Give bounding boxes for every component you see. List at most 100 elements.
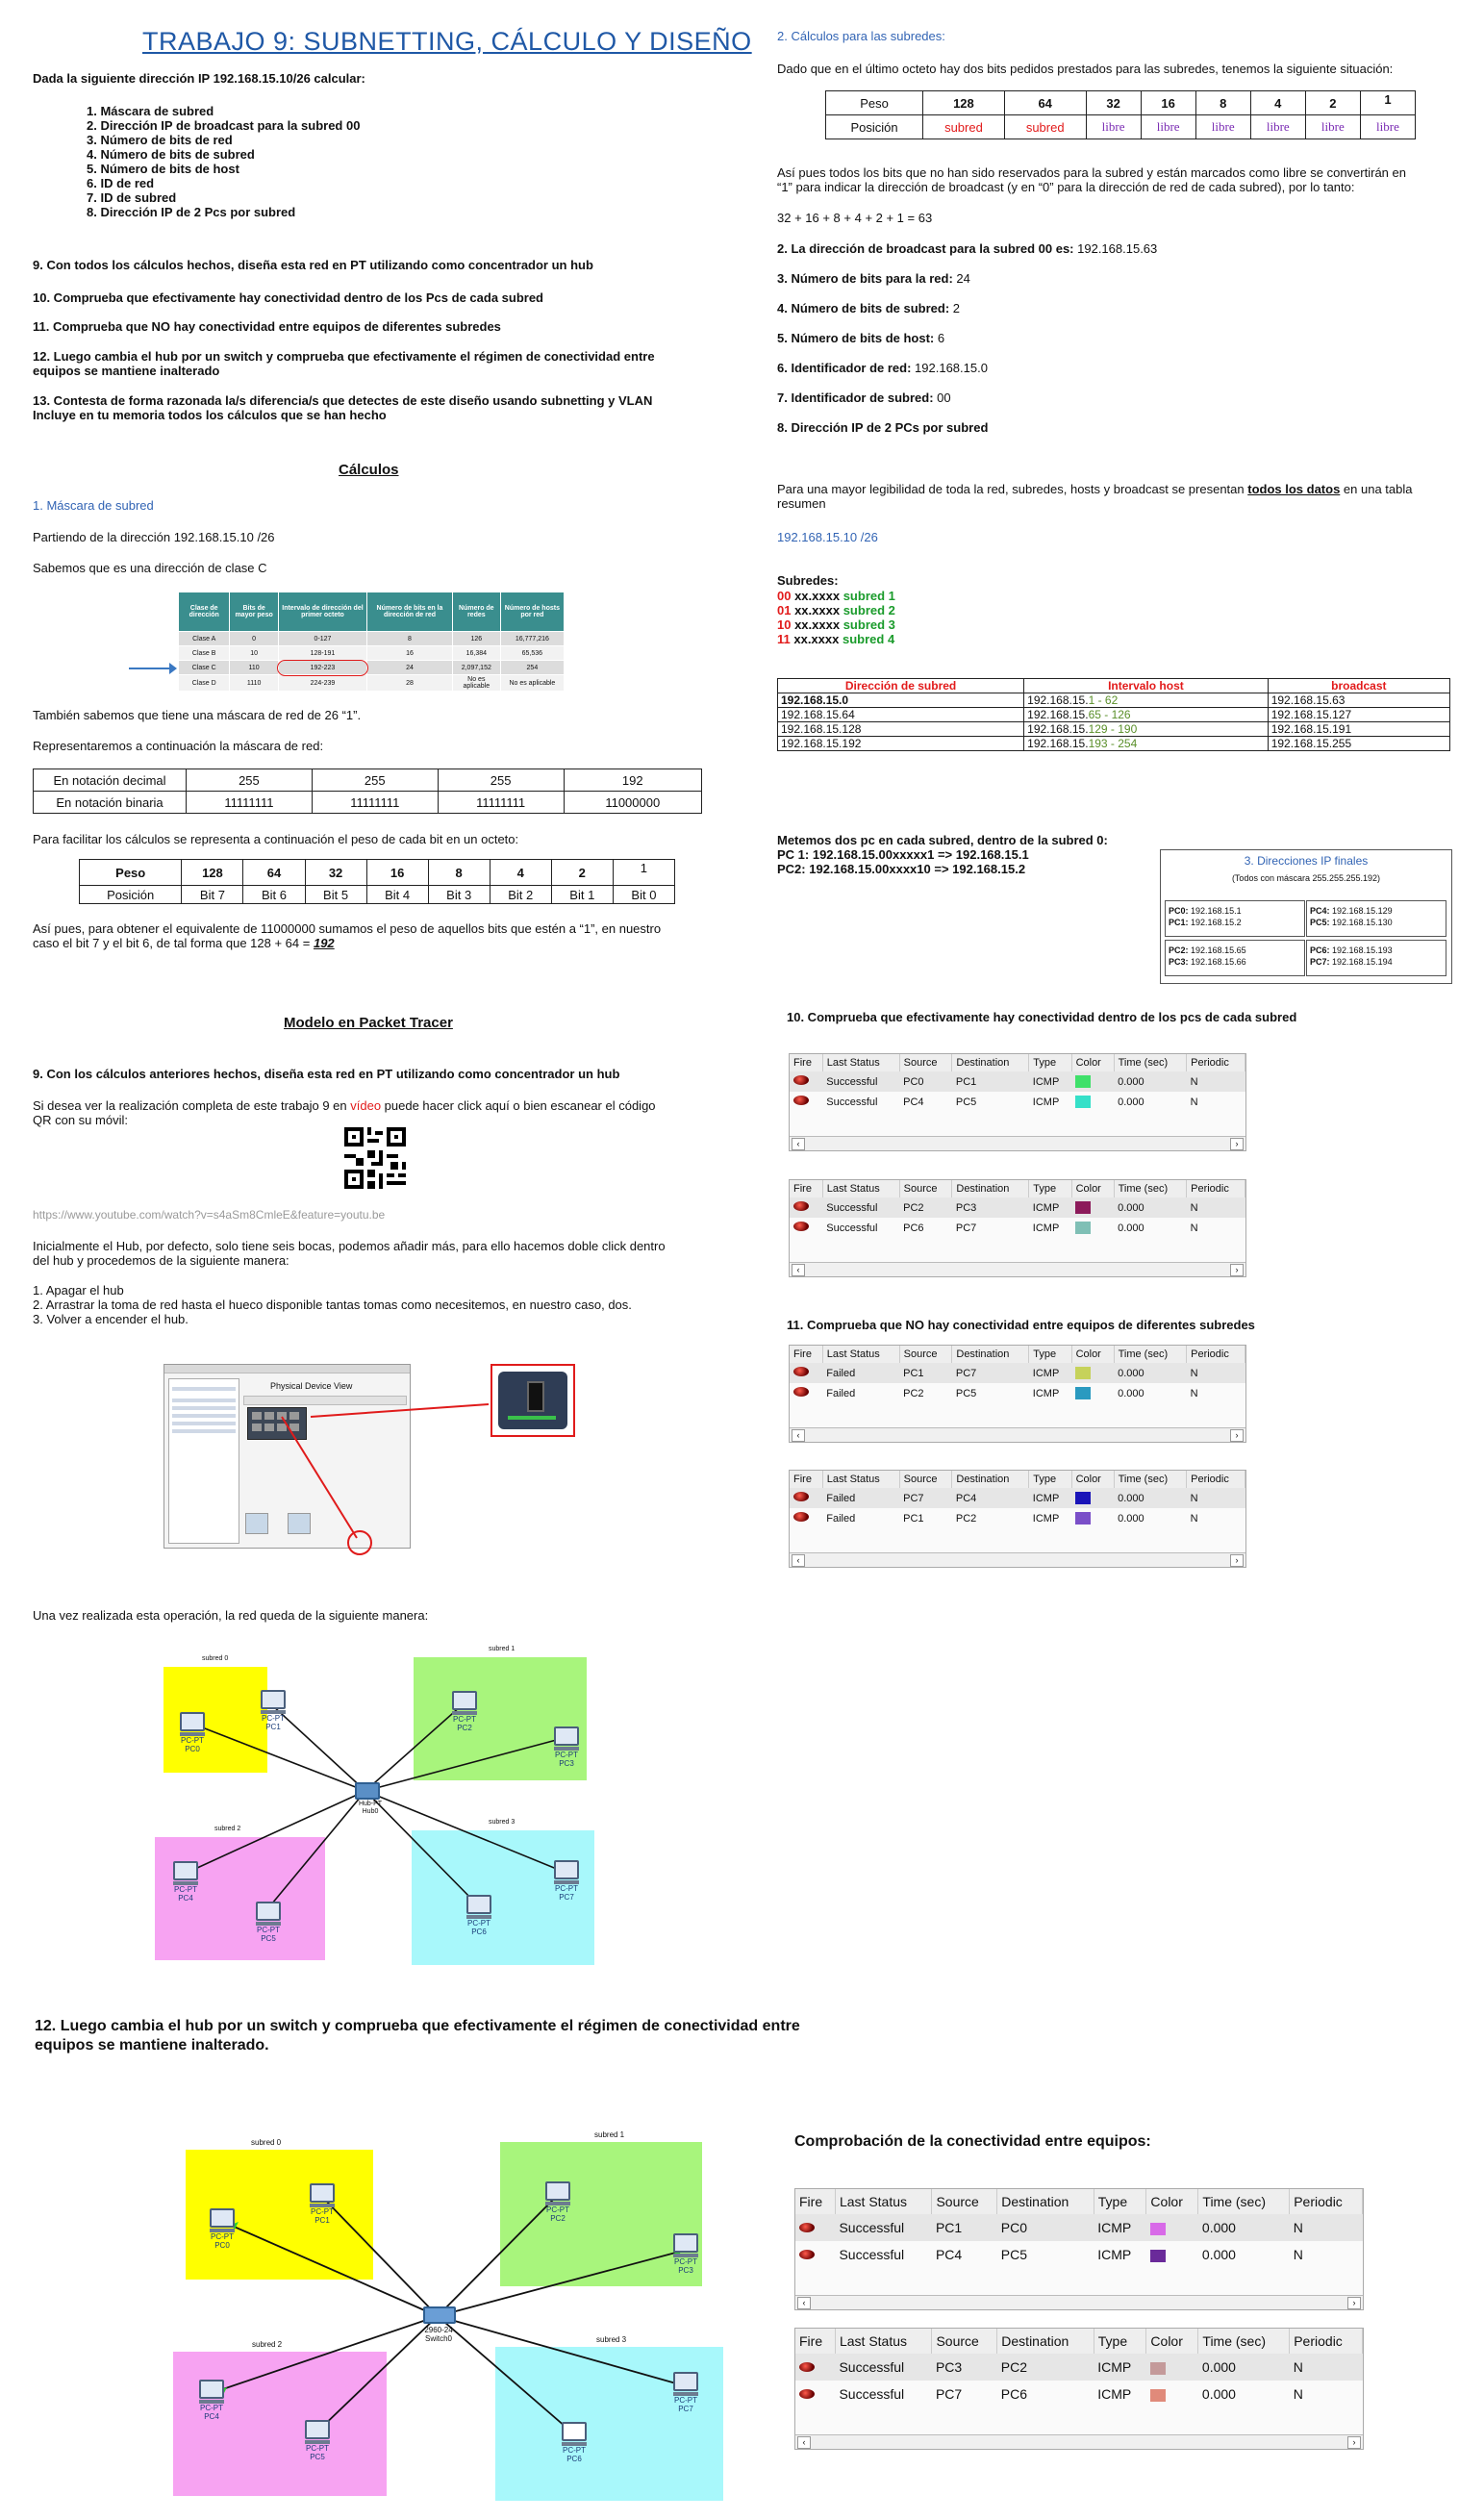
sim-row[interactable]: Successful PC2 PC3 ICMP 0.000 N	[790, 1197, 1245, 1218]
fire-cell[interactable]	[795, 2214, 835, 2241]
sim-header-cell[interactable]: Time (sec)	[1197, 2329, 1291, 2354]
sim-header-cell[interactable]: Destination	[951, 1471, 1030, 1488]
sim-header-cell[interactable]: Color	[1071, 1054, 1115, 1071]
sim-header-cell[interactable]: Color	[1071, 1471, 1115, 1488]
pc7-icon-sw[interactable]: PC-PT PC7	[673, 2372, 698, 2413]
sim-header-cell[interactable]: Time (sec)	[1114, 1180, 1188, 1197]
fire-icon[interactable]	[799, 2362, 815, 2372]
sim-header-cell[interactable]: Fire	[790, 1346, 823, 1363]
sim-panel-2[interactable]: Fire Last Status Source Destination Type Colo…	[789, 1179, 1246, 1277]
horizontal-scrollbar[interactable]: ‹ ›	[795, 2434, 1363, 2449]
sim-header-cell[interactable]: Last Status	[822, 1054, 900, 1071]
video-url[interactable]: https://www.youtube.com/watch?v=s4aSm8Cm…	[33, 1208, 386, 1222]
sim-header-cell[interactable]: Source	[899, 1054, 953, 1071]
sim-header-cell[interactable]: Periodic	[1186, 1346, 1245, 1363]
sim-header-cell[interactable]: Destination	[951, 1180, 1030, 1197]
pc7-icon[interactable]: PC-PT PC7	[554, 1860, 579, 1902]
sim-header-cell[interactable]: Fire	[790, 1054, 823, 1071]
sim-header-cell[interactable]: Destination	[951, 1346, 1030, 1363]
sim-header-cell[interactable]: Source	[931, 2329, 998, 2354]
pc4-icon[interactable]: PC-PT PC4	[173, 1861, 198, 1903]
sim-header-cell[interactable]: Fire	[790, 1471, 823, 1488]
qr-code-icon[interactable]	[344, 1127, 406, 1189]
hub-panel[interactable]	[247, 1407, 307, 1440]
fire-cell[interactable]	[795, 2381, 835, 2407]
sim-header-cell[interactable]: Last Status	[822, 1471, 900, 1488]
sim-header-cell[interactable]: Destination	[996, 2189, 1094, 2214]
pc5-icon[interactable]: PC-PT PC5	[256, 1902, 281, 1943]
scroll-left-icon[interactable]: ‹	[792, 1429, 805, 1442]
sim-header-cell[interactable]: Type	[1094, 2189, 1147, 2214]
sim-row[interactable]: Successful PC0 PC1 ICMP 0.000 N	[790, 1071, 1245, 1092]
fire-icon[interactable]	[793, 1201, 809, 1211]
pc6-icon-sw[interactable]: PC-PT PC6	[562, 2422, 587, 2463]
fire-cell[interactable]	[790, 1488, 822, 1508]
fire-cell[interactable]	[790, 1218, 822, 1238]
scroll-left-icon[interactable]: ‹	[792, 1264, 805, 1276]
sim-header-cell[interactable]: Type	[1028, 1054, 1072, 1071]
sim-header-cell[interactable]: Time (sec)	[1114, 1471, 1188, 1488]
fire-icon[interactable]	[793, 1492, 809, 1501]
sim-header-cell[interactable]: Periodic	[1289, 2329, 1363, 2354]
pc2-icon[interactable]: PC-PT PC2	[452, 1691, 477, 1732]
sim-header-cell[interactable]: Destination	[951, 1054, 1030, 1071]
fire-icon[interactable]	[793, 1096, 809, 1105]
sim-panel-6[interactable]: Fire Last Status Source Destination Type Colo…	[794, 2328, 1364, 2450]
sim-header-cell[interactable]: Source	[899, 1180, 953, 1197]
sim-header-cell[interactable]: Time (sec)	[1197, 2189, 1291, 2214]
sim-header-cell[interactable]: Time (sec)	[1114, 1054, 1188, 1071]
sim-header-cell[interactable]: Fire	[795, 2189, 836, 2214]
horizontal-scrollbar[interactable]: ‹ ›	[790, 1136, 1245, 1150]
sim-row[interactable]: Failed PC7 PC4 ICMP 0.000 N	[790, 1488, 1245, 1508]
sim-row[interactable]: Successful PC7 PC6 ICMP 0.000 N	[795, 2381, 1363, 2407]
sim-row[interactable]: Successful PC6 PC7 ICMP 0.000 N	[790, 1218, 1245, 1238]
sim-header-cell[interactable]: Type	[1028, 1180, 1072, 1197]
fire-icon[interactable]	[793, 1512, 809, 1522]
sim-row[interactable]: Failed PC1 PC7 ICMP 0.000 N	[790, 1363, 1245, 1383]
pc4-icon-sw[interactable]: PC-PT PC4	[199, 2380, 224, 2421]
sim-row[interactable]: Failed PC2 PC5 ICMP 0.000 N	[790, 1383, 1245, 1403]
sim-row[interactable]: Successful PC4 PC5 ICMP 0.000 N	[790, 1092, 1245, 1112]
pc1-icon-sw[interactable]: PC-PT PC1	[310, 2183, 335, 2225]
sim-header-cell[interactable]: Last Status	[835, 2329, 933, 2354]
scroll-right-icon[interactable]: ›	[1230, 1554, 1244, 1567]
pc5-icon-sw[interactable]: PC-PT PC5	[305, 2420, 330, 2461]
sim-header-cell[interactable]: Color	[1145, 2189, 1199, 2214]
scroll-right-icon[interactable]: ›	[1230, 1264, 1244, 1276]
sim-panel-4[interactable]: Fire Last Status Source Destination Type Colo…	[789, 1470, 1246, 1568]
sim-header-cell[interactable]: Color	[1145, 2329, 1199, 2354]
sim-row[interactable]: Successful PC4 PC5 ICMP 0.000 N	[795, 2241, 1363, 2268]
sim-header-cell[interactable]: Last Status	[822, 1180, 900, 1197]
sim-header-cell[interactable]: Source	[899, 1471, 953, 1488]
sim-header-cell[interactable]: Destination	[996, 2329, 1094, 2354]
fire-icon[interactable]	[793, 1222, 809, 1231]
sim-header-cell[interactable]: Periodic	[1186, 1471, 1245, 1488]
scroll-right-icon[interactable]: ›	[1230, 1138, 1244, 1150]
scroll-right-icon[interactable]: ›	[1347, 2436, 1361, 2449]
fire-icon[interactable]	[793, 1387, 809, 1397]
fire-cell[interactable]	[790, 1071, 822, 1092]
pc3-icon-sw[interactable]: PC-PT PC3	[673, 2233, 698, 2275]
horizontal-scrollbar[interactable]: ‹ ›	[790, 1552, 1245, 1567]
fire-cell[interactable]	[790, 1197, 822, 1218]
sim-row[interactable]: Failed PC1 PC2 ICMP 0.000 N	[790, 1508, 1245, 1528]
fire-cell[interactable]	[790, 1092, 822, 1112]
pc6-icon[interactable]: PC-PT PC6	[466, 1895, 491, 1936]
hub0-device[interactable]	[355, 1782, 380, 1800]
fire-icon[interactable]	[799, 2389, 815, 2399]
sim-header-cell[interactable]: Type	[1028, 1346, 1072, 1363]
scroll-right-icon[interactable]: ›	[1230, 1429, 1244, 1442]
fire-icon[interactable]	[793, 1367, 809, 1376]
sim-header-cell[interactable]: Last Status	[822, 1346, 900, 1363]
sim-panel-5[interactable]: Fire Last Status Source Destination Type Colo…	[794, 2188, 1364, 2310]
fire-icon[interactable]	[793, 1075, 809, 1085]
sim-header-cell[interactable]: Source	[931, 2189, 998, 2214]
fire-cell[interactable]	[795, 2241, 835, 2268]
fire-cell[interactable]	[795, 2354, 835, 2381]
sim-header-cell[interactable]: Periodic	[1186, 1180, 1245, 1197]
pdv-module-list[interactable]	[168, 1378, 239, 1544]
sim-header-cell[interactable]: Time (sec)	[1114, 1346, 1188, 1363]
scroll-left-icon[interactable]: ‹	[792, 1138, 805, 1150]
fire-icon[interactable]	[799, 2223, 815, 2232]
horizontal-scrollbar[interactable]: ‹ ›	[790, 1262, 1245, 1276]
